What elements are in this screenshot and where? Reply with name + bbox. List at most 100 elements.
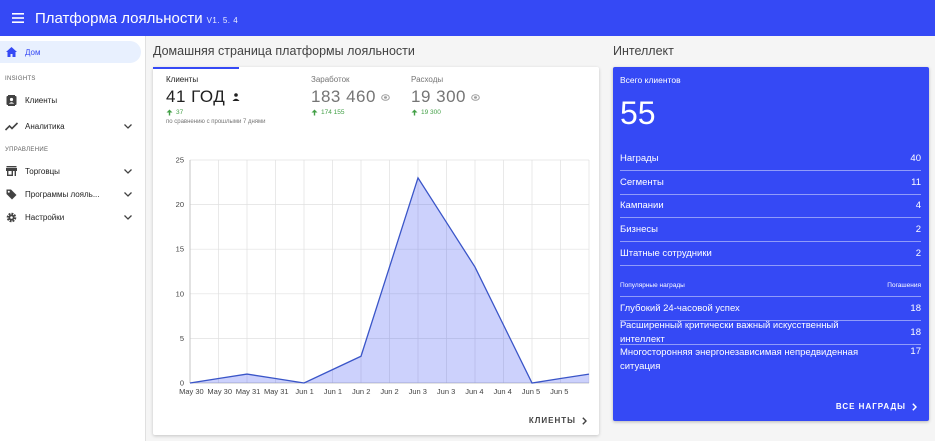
gear-icon (0, 212, 22, 223)
arrow-up-icon (311, 109, 318, 116)
reward-row[interactable]: Расширенный критически важный искусствен… (620, 319, 921, 345)
tab-value-row: 41 ГОД (166, 87, 266, 107)
arrow-up-icon (411, 109, 418, 116)
intel-title: Интеллект (613, 44, 674, 58)
sidebar-item-label: Торговцы (25, 166, 60, 176)
sidebar-item-merchants[interactable]: Торговцы (0, 160, 145, 182)
chevron-down-icon[interactable] (120, 191, 136, 197)
trending-icon (0, 121, 22, 131)
total-clients-value: 55 (620, 95, 656, 131)
section-label-management: УПРАВЛЕНИЕ (5, 147, 49, 153)
sidebar-item-clients[interactable]: Клиенты (0, 89, 145, 111)
stat-label: Кампании (620, 200, 664, 211)
x-tick-label: May 30 (179, 387, 204, 396)
divider (620, 265, 921, 266)
stat-label: Штатные сотрудники (620, 247, 712, 259)
y-tick-label: 5 (180, 334, 184, 343)
person-icon (232, 93, 240, 101)
active-tab-indicator (153, 67, 239, 69)
stat-row: Штатные сотрудники 2 (620, 241, 921, 265)
stat-row: Сегменты 11 (620, 171, 921, 195)
chevron-down-icon[interactable] (120, 168, 136, 174)
clients-link-label: КЛИЕНТЫ (528, 416, 576, 425)
stat-value: 11 (911, 177, 921, 188)
sidebar: Дом INSIGHTS Клиенты Аналитика УПРАВЛЕНИ… (0, 36, 146, 441)
x-tick-label: Jun 5 (550, 387, 568, 396)
points-icon (381, 93, 390, 101)
y-tick-label: 10 (176, 289, 184, 298)
sidebar-item-analytics[interactable]: Аналитика (0, 115, 145, 137)
stat-label: Сегменты (620, 177, 664, 188)
series-area (190, 177, 589, 383)
tab-value: 41 ГОД (166, 87, 226, 106)
popular-rewards-label: Популярные награды (620, 282, 685, 289)
tab-value-row: 183 460 (311, 87, 390, 107)
tab-value: 19 300 (411, 87, 466, 106)
x-tick-label: Jun 1 (324, 387, 342, 396)
stat-value: 4 (915, 200, 921, 211)
sidebar-item-loyalty-programs[interactable]: Программы лояль... (0, 183, 145, 205)
all-rewards-label: ВСЕ НАГРАДЫ (835, 402, 906, 411)
divider (620, 296, 921, 297)
sidebar-item-label: Дом (25, 47, 41, 57)
tag-icon (0, 189, 22, 200)
sidebar-item-label: Программы лояль... (25, 189, 100, 199)
stat-row: Кампании 4 (620, 194, 921, 218)
tab-delta-row: 37 (166, 109, 266, 116)
x-tick-label: May 31 (264, 387, 289, 396)
tab-delta-row: 174 155 (311, 109, 390, 116)
chart-card: Клиенты 41 ГОД 37 по сравнению с прошлым… (153, 67, 599, 435)
tab-delta: 174 155 (321, 109, 345, 116)
app-bar: Платформа лояльности V1. 5. 4 (0, 0, 935, 36)
stat-value: 40 (910, 153, 921, 164)
sidebar-item-home[interactable]: Дом (0, 41, 141, 63)
x-tick-label: May 31 (236, 387, 261, 396)
tab-value: 183 460 (311, 87, 376, 106)
tab-clients[interactable]: Клиенты 41 ГОД 37 по сравнению с прошлым… (166, 75, 266, 125)
x-tick-label: Jun 1 (295, 387, 313, 396)
total-clients-label: Всего клиентов (620, 75, 681, 85)
y-tick-label: 0 (180, 379, 184, 388)
x-tick-label: Jun 2 (352, 387, 370, 396)
home-icon (0, 47, 22, 57)
x-tick-label: Jun 5 (522, 387, 540, 396)
points-icon (471, 93, 480, 101)
sidebar-item-settings[interactable]: Настройки (0, 206, 145, 228)
clients-link-button[interactable]: КЛИЕНТЫ (529, 416, 587, 425)
stat-label: Бизнесы (620, 224, 659, 235)
popular-rewards-header: Популярные награды Погашения (620, 282, 921, 289)
chevron-down-icon[interactable] (120, 214, 136, 220)
series-line (189, 176, 590, 384)
x-tick-label: Jun 4 (465, 387, 483, 396)
tab-earnings[interactable]: Заработок 183 460 174 155 (311, 75, 390, 116)
menu-button[interactable] (0, 0, 36, 36)
x-tick-label: May 30 (207, 387, 232, 396)
x-tick-label: Jun 4 (494, 387, 512, 396)
chevron-right-icon (582, 416, 587, 425)
chevron-down-icon[interactable] (120, 123, 136, 129)
x-tick-label: Jun 2 (380, 387, 398, 396)
reward-row[interactable]: Многосторонняя энергонезависимая непредв… (620, 346, 921, 380)
tab-expenses[interactable]: Расходы 19 300 19 300 (411, 75, 480, 116)
sidebar-item-label: Клиенты (25, 95, 58, 105)
tab-delta-row: 19 300 (411, 109, 480, 116)
tab-label: Расходы (411, 75, 444, 84)
tab-delta: 37 (176, 109, 184, 116)
clients-chart: 0 5 10 15 20 25 May 30 May 30 May 31 May 31 Jun 1 J… (176, 156, 590, 396)
arrow-up-icon (166, 109, 173, 116)
section-label-insights: INSIGHTS (5, 76, 36, 82)
stat-value: 2 (915, 224, 921, 235)
app-title: Платформа лояльности (35, 9, 203, 27)
reward-row[interactable]: Глубокий 24-часовой успех 18 (620, 297, 921, 321)
contacts-icon (0, 94, 22, 106)
reward-value: 18 (910, 303, 921, 314)
tab-note: по сравнению с прошлыми 7 днями (166, 119, 266, 125)
sidebar-item-label: Настройки (25, 212, 65, 222)
chevron-right-icon (912, 402, 917, 411)
all-rewards-button[interactable]: ВСЕ НАГРАДЫ (836, 402, 917, 411)
tab-delta: 19 300 (421, 109, 441, 116)
reward-name: Многосторонняя энергонезависимая непредв… (620, 347, 859, 372)
tab-value-row: 19 300 (411, 87, 480, 107)
stat-row: Бизнесы 2 (620, 218, 921, 242)
reward-name: Расширенный критически важный искусствен… (620, 319, 839, 345)
